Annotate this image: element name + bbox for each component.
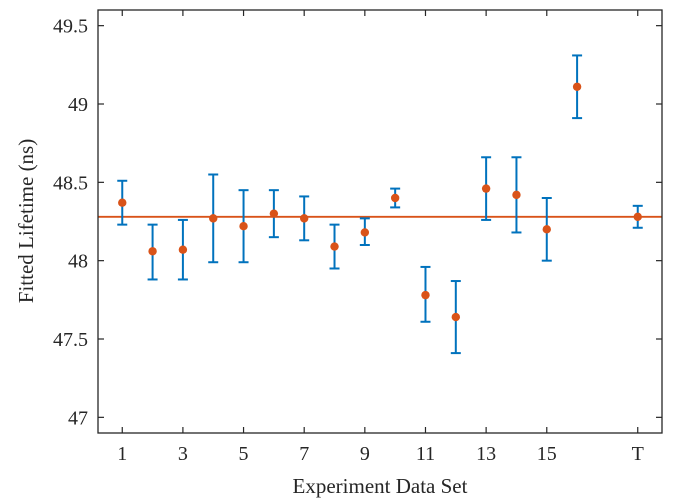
- x-tick-label: 15: [537, 443, 557, 465]
- y-tick-label: 48.5: [53, 172, 88, 194]
- x-tick-label: 5: [239, 443, 249, 465]
- data-point-2: [148, 247, 157, 256]
- y-axis-title: Fitted Lifetime (ns): [14, 139, 38, 303]
- data-point-11: [421, 290, 430, 300]
- x-axis-ticks: 1 3 5 7 9 11 13 15 T: [117, 10, 644, 465]
- x-axis-title: Experiment Data Set: [293, 474, 468, 498]
- y-tick-label: 48: [68, 251, 88, 273]
- data-point-3: [178, 245, 188, 254]
- x-tick-label: 3: [178, 443, 188, 465]
- plot-frame: [97, 9, 663, 434]
- plot-area: [98, 10, 662, 433]
- data-point-1: [118, 198, 127, 207]
- y-tick-label: 49.5: [53, 16, 88, 38]
- x-tick-label: 1: [117, 443, 127, 465]
- y-tick-label: 49: [68, 94, 88, 116]
- data-point-8: [330, 242, 339, 251]
- x-tick-label: 7: [299, 443, 309, 465]
- y-axis-ticks: 47 47.5 48 48.5 49 49.5: [53, 16, 662, 429]
- x-tick-label: 13: [476, 443, 496, 465]
- data-point-13: [481, 184, 491, 193]
- data-point-7: [299, 214, 309, 223]
- data-point-12: [451, 312, 461, 322]
- y-tick-label: 47.5: [53, 329, 88, 351]
- data-point-17: [633, 212, 642, 221]
- data-point-6: [269, 209, 279, 218]
- x-tick-label: 9: [360, 443, 370, 465]
- x-tick-label: T: [632, 443, 644, 465]
- y-tick-label: 47: [68, 407, 88, 429]
- data-point-layer: [118, 82, 642, 322]
- data-point-4: [209, 214, 218, 223]
- data-point-15: [542, 225, 551, 234]
- data-point-14: [512, 190, 521, 200]
- data-point-10: [390, 193, 400, 203]
- data-point-9: [360, 228, 370, 237]
- data-point-16: [572, 82, 582, 91]
- x-tick-label: 11: [416, 443, 435, 465]
- data-point-5: [239, 222, 248, 231]
